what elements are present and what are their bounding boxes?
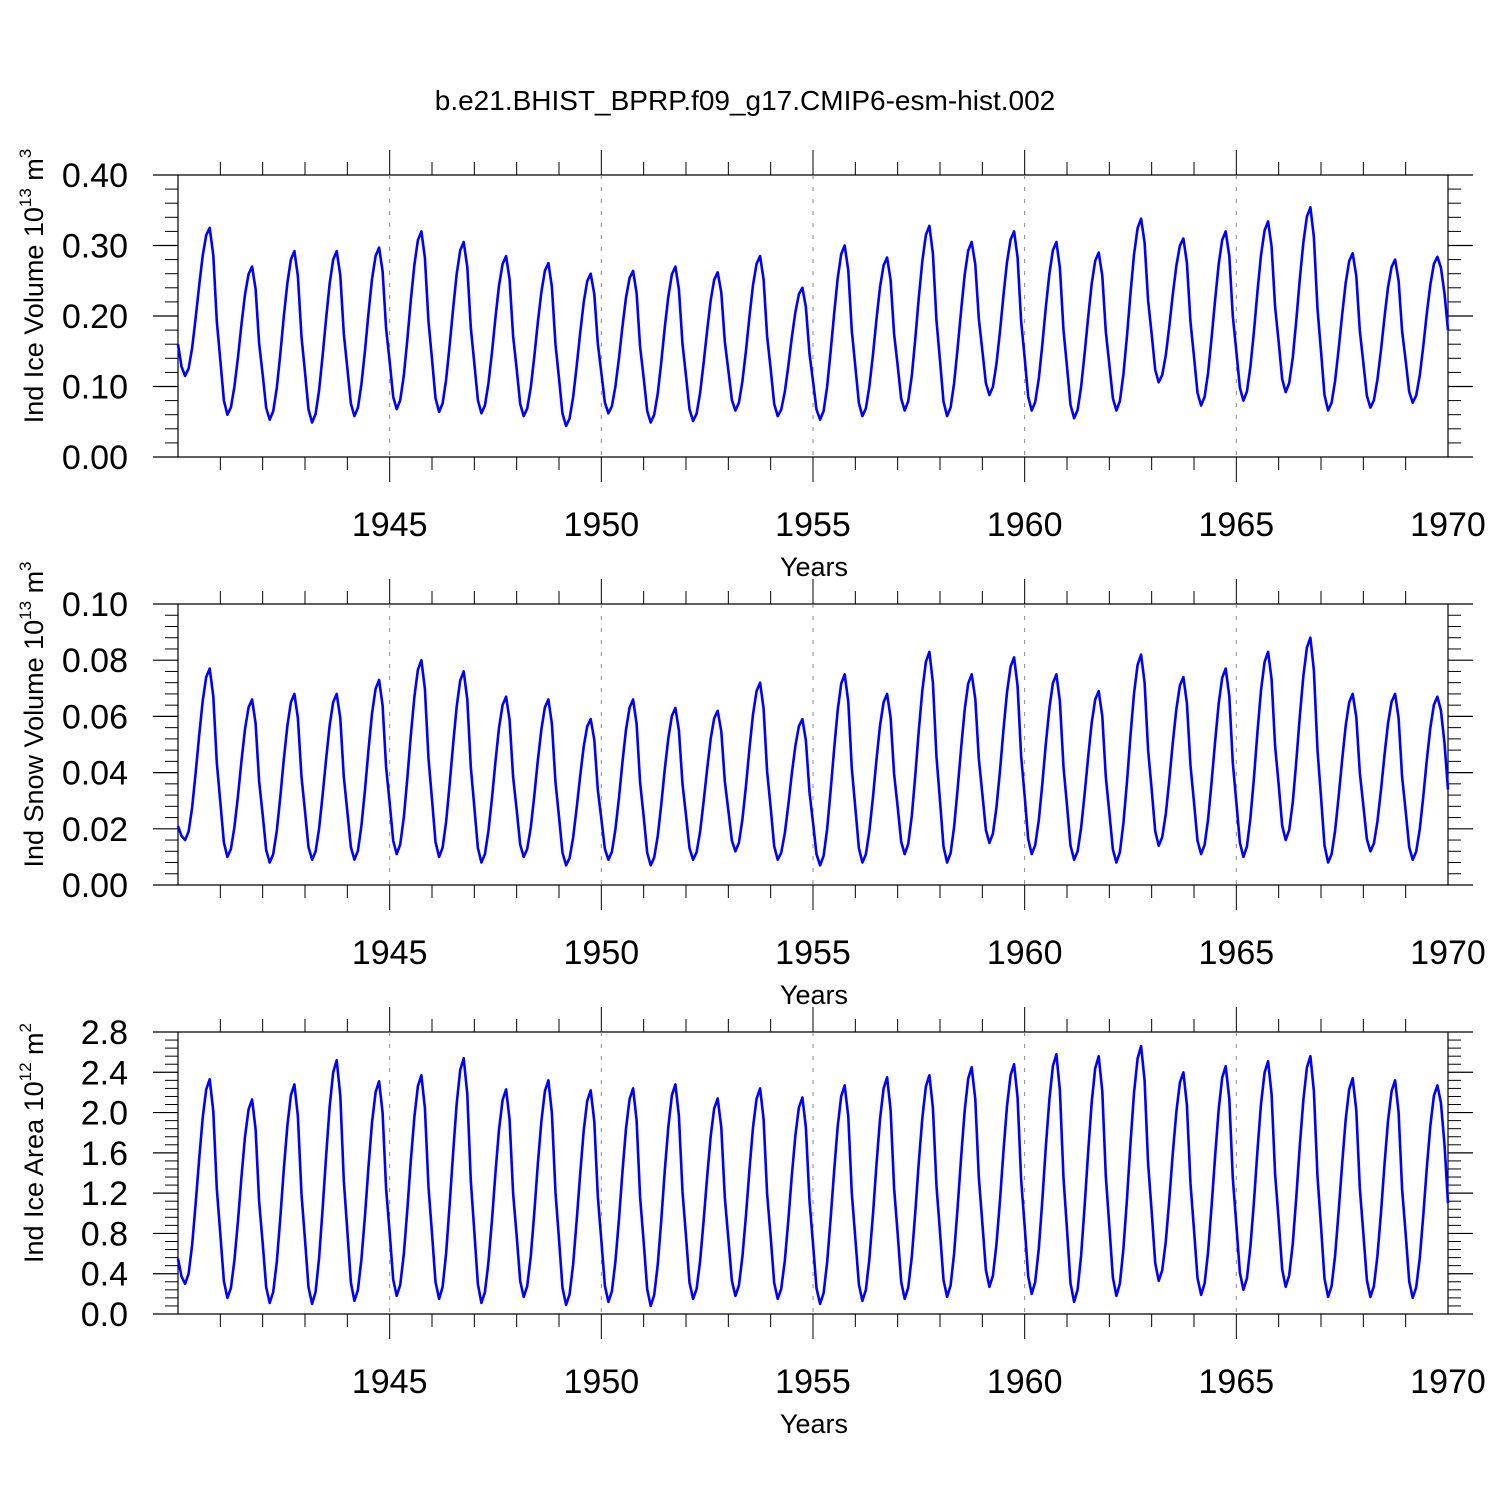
x-tick-label: 1955 <box>775 1363 851 1401</box>
x-tick-label: 1955 <box>775 934 851 972</box>
x-tick-label: 1970 <box>1410 506 1486 544</box>
x-tick-label: 1955 <box>775 506 851 544</box>
chart-title: b.e21.BHIST_BPRP.f09_g17.CMIP6-esm-hist.… <box>435 85 1055 116</box>
series-line <box>176 636 1450 867</box>
y-tick-label: 0.08 <box>62 642 128 680</box>
y-tick-label: 0.00 <box>62 867 128 905</box>
y-tick-label: 1.2 <box>81 1175 128 1213</box>
x-tick-label: 1945 <box>352 506 428 544</box>
y-axis-label-exponent: 13 <box>16 188 35 207</box>
y-axis-label: Ind Snow Volume 1013 m3 <box>16 561 49 867</box>
series-line <box>176 1044 1450 1308</box>
y-tick-label: 2.0 <box>81 1095 128 1133</box>
x-tick-label: 1945 <box>352 934 428 972</box>
y-axis-label-text: Ind Ice Area 10 <box>19 1081 49 1263</box>
y-tick-label: 0.00 <box>62 439 128 477</box>
y-axis-label-unit-exponent: 3 <box>16 561 35 570</box>
y-tick-label: 0.20 <box>62 298 128 336</box>
y-axis-label-exponent: 12 <box>16 1062 35 1081</box>
x-tick-label: 1945 <box>352 1363 428 1401</box>
panel-2: 0.00 0.02 0.04 0.06 0.08 0.10 1945 1950 1955 1960… <box>16 561 1486 1010</box>
y-axis-label-unit: m <box>19 571 49 601</box>
y-tick-label: 0.30 <box>62 228 128 266</box>
y-tick-label: 0.10 <box>62 586 128 624</box>
y-tick-label: 1.6 <box>81 1135 128 1173</box>
y-tick-label: 0.06 <box>62 698 128 736</box>
x-tick-label: 1950 <box>564 506 640 544</box>
y-axis-label-unit: m <box>19 1032 49 1062</box>
x-tick-label: 1950 <box>564 934 640 972</box>
y-tick-label: 0.8 <box>81 1215 128 1253</box>
panel-1: 0.00 0.10 0.20 0.30 0.40 1945 1950 1955 1960 1965… <box>16 149 1486 582</box>
y-axis-label-exponent: 13 <box>16 601 35 620</box>
y-axis-label-text: Ind Ice Volume 10 <box>19 207 49 423</box>
x-tick-label: 1970 <box>1410 934 1486 972</box>
y-tick-label: 0.0 <box>81 1296 128 1334</box>
x-tick-label: 1965 <box>1199 934 1275 972</box>
x-tick-label: 1960 <box>987 506 1063 544</box>
y-axis-label-unit-exponent: 3 <box>16 149 35 158</box>
x-tick-label: 1950 <box>564 1363 640 1401</box>
panel-3: 0.00.40.81.21.62.02.42.8 1945 1950 1955 1960… <box>16 1007 1486 1439</box>
y-tick-label: 0.10 <box>62 369 128 407</box>
y-tick-label: 0.04 <box>62 755 128 793</box>
y-axis-label: Ind Ice Volume 1013 m3 <box>16 149 49 424</box>
y-tick-label: 0.02 <box>62 811 128 849</box>
y-tick-label: 2.4 <box>81 1054 128 1092</box>
x-axis-label: Years <box>780 980 848 1010</box>
y-tick-label: 2.8 <box>81 1014 128 1052</box>
x-tick-label: 1960 <box>987 1363 1063 1401</box>
y-axis-label-unit: m <box>19 158 49 188</box>
y-axis-label-unit-exponent: 2 <box>16 1023 35 1032</box>
x-axis-label: Years <box>780 552 848 582</box>
x-tick-label: 1970 <box>1410 1363 1486 1401</box>
y-axis-label: Ind Ice Area 1012 m2 <box>16 1023 49 1263</box>
series-line <box>176 206 1450 428</box>
x-tick-label: 1965 <box>1199 1363 1275 1401</box>
x-tick-label: 1960 <box>987 934 1063 972</box>
x-axis-label: Years <box>780 1409 848 1439</box>
y-axis-label-text: Ind Snow Volume 10 <box>19 620 49 868</box>
x-tick-label: 1965 <box>1199 506 1275 544</box>
y-tick-label: 0.4 <box>81 1256 128 1294</box>
y-tick-label: 0.40 <box>62 157 128 195</box>
